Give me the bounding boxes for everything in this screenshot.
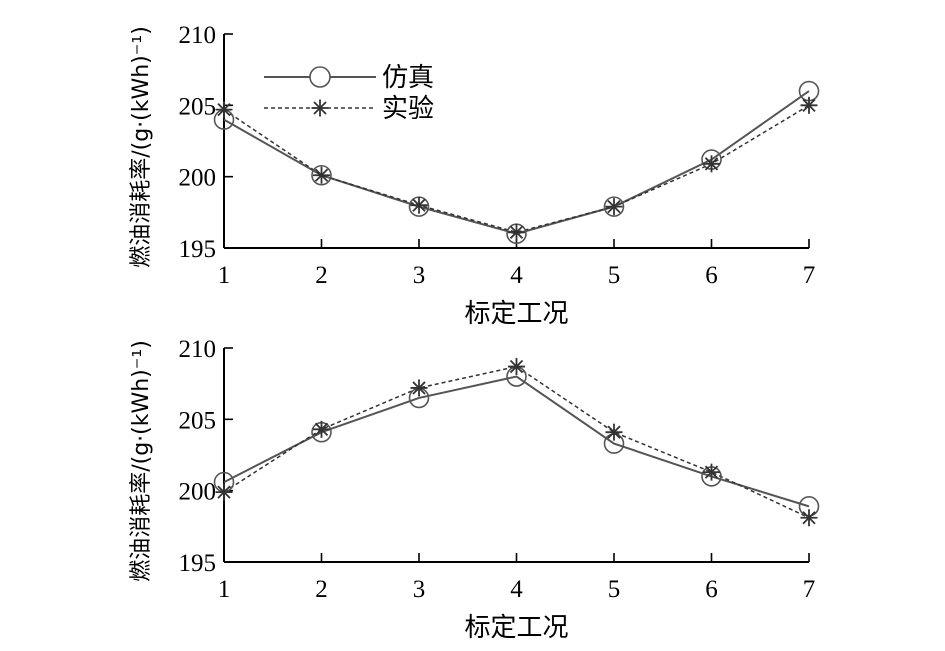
x-tick-label: 6 xyxy=(705,262,718,289)
series-line-2 xyxy=(223,365,810,519)
data-point-circle xyxy=(311,164,332,186)
x-axis-label: 标定工况 xyxy=(464,613,568,643)
data-point-star-stroke xyxy=(509,225,524,239)
y-tick-label: 200 xyxy=(179,479,217,506)
data-point-star-stroke xyxy=(217,485,231,499)
y-tick-label: 195 xyxy=(179,236,217,263)
legend-marker-circle xyxy=(309,66,331,88)
x-tick-label: 1 xyxy=(218,262,231,289)
y-axis-label: 燃油消耗率/(g·(kWh)⁻¹) xyxy=(129,26,154,268)
x-tick-label: 2 xyxy=(315,576,328,603)
data-point-star xyxy=(605,198,623,216)
y-tick-label: 195 xyxy=(179,550,217,577)
data-point-star xyxy=(508,358,525,376)
legend-marker-star xyxy=(311,99,329,117)
data-point-star-stroke xyxy=(607,425,621,439)
data-point-star xyxy=(800,509,818,527)
series-line-1 xyxy=(223,375,810,508)
data-point-star-stroke xyxy=(412,198,426,212)
x-tick-label: 3 xyxy=(413,576,426,603)
x-tick-label: 5 xyxy=(608,262,621,289)
data-point-star-stroke xyxy=(802,98,816,112)
data-point-star xyxy=(800,96,818,114)
chart-panel-2: 1 2 3 4 5 6 7 195 200 205 210 标定工况 燃油消耗率/(g·(kWh)⁻¹) xyxy=(129,336,820,643)
legend-label-1: 仿真 xyxy=(382,63,434,93)
data-point-star xyxy=(605,423,623,441)
x-tick-label: 4 xyxy=(510,262,523,289)
x-tick-label: 3 xyxy=(413,262,426,289)
legend-marker-star-stroke xyxy=(313,101,327,115)
data-point-star-stroke xyxy=(412,381,426,395)
data-point-star-stroke xyxy=(509,359,524,374)
y-tick-label: 210 xyxy=(179,336,217,363)
data-point-star-stroke xyxy=(607,199,621,214)
data-point-star xyxy=(313,166,330,184)
data-point-star xyxy=(703,155,720,173)
data-point-star-stroke xyxy=(314,422,329,436)
data-point-star xyxy=(215,483,233,501)
data-point-star-stroke xyxy=(704,465,719,479)
data-point-star xyxy=(508,223,525,241)
data-point-circle xyxy=(603,196,625,217)
x-tick-label: 5 xyxy=(608,576,621,603)
data-point-star xyxy=(410,196,428,214)
chart-panel-1: 1 2 3 4 5 6 7 195 200 205 210 标定工况 燃油消耗率/(g·(kWh)⁻¹)… xyxy=(129,22,820,329)
x-tick-label: 2 xyxy=(315,262,328,289)
x-tick-label: 7 xyxy=(803,576,816,603)
series-line-2 xyxy=(223,104,810,234)
data-point-star-stroke xyxy=(704,157,719,171)
data-point-star xyxy=(703,463,720,481)
x-tick-label: 4 xyxy=(510,576,523,603)
data-point-star xyxy=(313,420,330,438)
data-point-star xyxy=(215,101,233,119)
x-tick-label: 6 xyxy=(705,576,718,603)
x-tick-label: 1 xyxy=(218,576,231,603)
x-axis-label: 标定工况 xyxy=(464,299,568,329)
y-tick-label: 200 xyxy=(179,165,217,192)
legend-label-2: 实验 xyxy=(382,94,434,124)
y-tick-label: 205 xyxy=(179,407,217,434)
y-tick-label: 205 xyxy=(179,93,217,120)
data-point-star-stroke xyxy=(314,168,329,182)
data-point-star-stroke xyxy=(217,102,231,117)
data-point-star-stroke xyxy=(802,511,816,525)
x-tick-label: 7 xyxy=(803,262,816,289)
y-axis-label: 燃油消耗率/(g·(kWh)⁻¹) xyxy=(129,340,154,582)
y-tick-label: 210 xyxy=(179,22,217,49)
data-point-star xyxy=(410,379,428,397)
